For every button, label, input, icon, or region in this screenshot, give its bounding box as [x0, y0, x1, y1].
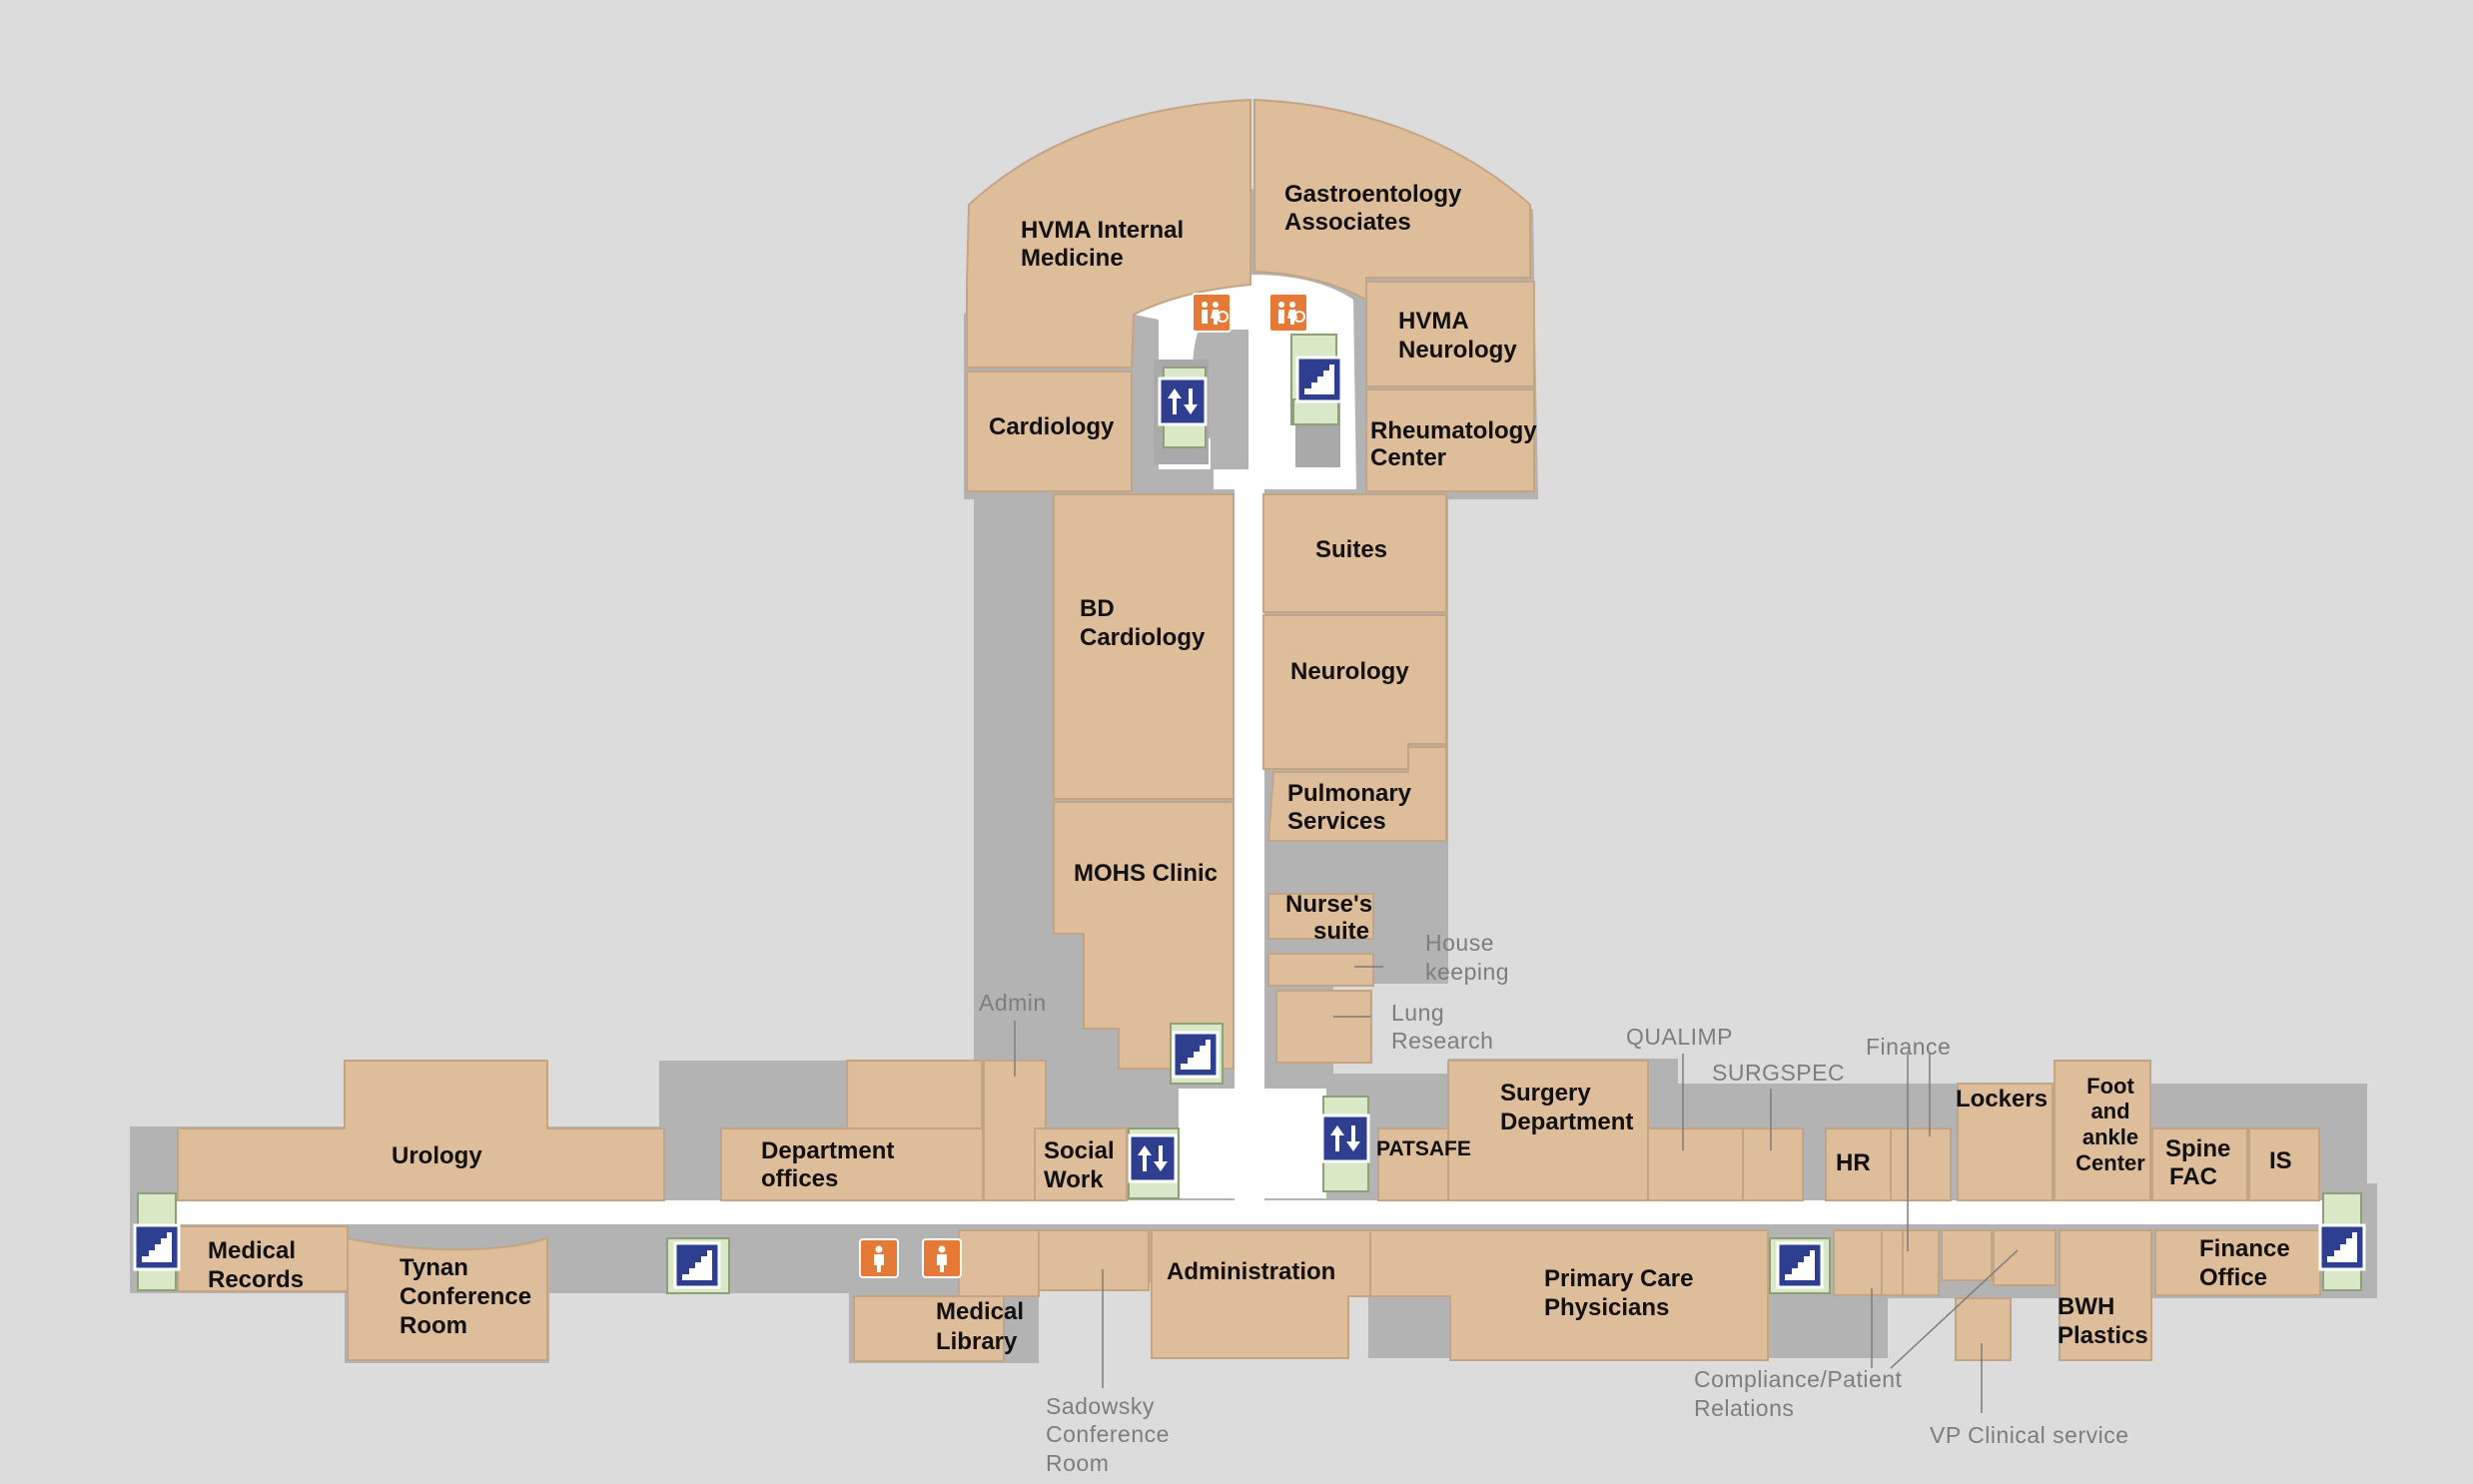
room-nurses-suite	[1267, 893, 1374, 940]
room-housekeeping	[1267, 953, 1374, 987]
room-patsafe	[1377, 1127, 1449, 1201]
room-mohs	[1053, 801, 1235, 1070]
room-spine	[2151, 1127, 2248, 1201]
room-rheumatology	[1365, 388, 1535, 492]
stair-icon	[673, 1241, 721, 1289]
label-department-offices: Department offices	[761, 1137, 894, 1192]
annotation-vp-clinical: VP Clinical service	[1930, 1422, 2129, 1448]
label-urology: Urology	[392, 1142, 482, 1169]
annotation-labels: Admin House keeping Lung Research QUALIMP …	[979, 930, 2129, 1476]
room-cardiology	[966, 371, 1133, 492]
annotation-housekeeping: House keeping	[1425, 930, 1509, 985]
room-medical-library	[853, 1295, 1005, 1362]
room-library-annex	[958, 1229, 1040, 1297]
south-lobby	[1179, 1089, 1326, 1198]
accessible-restroom-icon	[1192, 293, 1232, 333]
main-corridor	[175, 1200, 2357, 1224]
label-patsafe: PATSAFE	[1376, 1137, 1471, 1160]
label-hvma-neurology: HVMA Neurology	[1398, 308, 1517, 364]
annotation-admin: Admin	[979, 990, 1047, 1016]
stair-icon	[1172, 1031, 1220, 1079]
room-hr	[1825, 1127, 1892, 1201]
room-sadowsky	[1038, 1229, 1150, 1291]
annotation-sadowsky: Sadowsky Conference Room	[1046, 1393, 1170, 1476]
annotation-surgspec: SURGSPEC	[1712, 1060, 1845, 1086]
rooms	[177, 98, 2321, 1362]
room-urology	[177, 1060, 665, 1201]
room-pulmonary	[1266, 746, 1447, 842]
accessible-restroom-icon	[1268, 293, 1308, 333]
restroom-icon	[922, 1238, 962, 1278]
room-qualimp	[1647, 1127, 1744, 1201]
room-hvma-neurology	[1365, 281, 1535, 387]
label-bd-cardiology: BD Cardiology	[1080, 595, 1206, 651]
room-bwh-plastics	[2059, 1229, 2152, 1361]
label-finance-office: Finance Office	[2199, 1235, 2290, 1291]
room-labels: HVMA Internal Medicine Gastroentology Asso…	[208, 181, 2292, 1355]
room-finance-lower	[1902, 1229, 1940, 1296]
label-surgery: Surgery Department	[1500, 1080, 1633, 1135]
label-foot-ankle: Foot and ankle Center	[2075, 1074, 2145, 1175]
stair-icon	[1295, 356, 1343, 403]
label-lockers: Lockers	[1956, 1086, 2048, 1113]
label-primary-care: Primary Care Physicians	[1544, 1265, 1693, 1321]
room-vp-b	[1993, 1229, 2057, 1286]
label-medical-library: Medical Library	[936, 1298, 1024, 1355]
label-hvma-internal-medicine: HVMA Internal Medicine	[1021, 217, 1184, 272]
label-hr: HR	[1836, 1149, 1871, 1176]
label-neurology: Neurology	[1290, 658, 1409, 685]
stair-icon	[133, 1223, 181, 1271]
room-hvma-internal-medicine	[966, 98, 1251, 369]
label-social-work: Social Work	[1044, 1137, 1115, 1193]
room-vp-a	[1941, 1229, 1993, 1281]
restroom-icon	[859, 1238, 899, 1278]
room-lung-research	[1275, 990, 1372, 1064]
room-neurology	[1262, 614, 1447, 770]
elevator-icon	[1320, 1113, 1370, 1163]
label-is: IS	[2269, 1147, 2292, 1174]
label-administration: Administration	[1167, 1258, 1335, 1285]
label-suites: Suites	[1315, 536, 1387, 563]
room-gastroenterology	[1253, 98, 1531, 302]
room-administration	[1151, 1229, 1371, 1359]
leader-lines	[1014, 966, 2019, 1413]
room-finance-office	[2154, 1229, 2321, 1296]
label-gastroenterology: Gastroentology Associates	[1284, 181, 1462, 236]
label-bwh-plastics: BWH Plastics	[2058, 1293, 2148, 1349]
room-compliance-a	[1833, 1229, 1883, 1296]
room-primary-care	[1369, 1229, 1769, 1361]
room-tynan	[347, 1236, 548, 1361]
annotation-lung-research: Lung Research	[1391, 1000, 1493, 1054]
room-department-offices	[720, 1127, 984, 1201]
label-medical-records: Medical Records	[208, 1237, 304, 1293]
room-suites	[1262, 493, 1447, 613]
room-finance	[1890, 1127, 1952, 1201]
label-cardiology: Cardiology	[989, 413, 1115, 440]
room-vp-c	[1955, 1297, 2012, 1361]
room-department-offices-b	[846, 1060, 983, 1129]
stair-icon	[2318, 1223, 2366, 1271]
stair-icon	[1776, 1241, 1824, 1289]
label-mohs: MOHS Clinic	[1074, 860, 1218, 887]
annotation-compliance: Compliance/Patient Relations	[1694, 1366, 1903, 1421]
annotation-finance: Finance	[1866, 1034, 1951, 1060]
elevator-icon	[1158, 376, 1208, 426]
room-lockers	[1957, 1083, 2054, 1201]
label-tynan: Tynan Conference Room	[400, 1254, 531, 1339]
room-foot-ankle	[2054, 1060, 2151, 1201]
room-surgspec	[1742, 1127, 1804, 1201]
label-rheumatology: Rheumatology Center	[1370, 417, 1537, 471]
elevator-icon	[1128, 1133, 1178, 1183]
room-bd-cardiology	[1053, 493, 1235, 800]
room-surgery	[1447, 1060, 1649, 1201]
annotation-qualimp: QUALIMP	[1626, 1024, 1733, 1050]
room-is	[2248, 1127, 2320, 1201]
room-social-work	[1034, 1127, 1128, 1201]
label-spine: Spine FAC	[2165, 1135, 2230, 1190]
label-nurses-suite: Nurse's suite	[1285, 891, 1372, 945]
room-medical-records	[177, 1225, 349, 1292]
label-pulmonary: Pulmonary Services	[1287, 780, 1412, 835]
